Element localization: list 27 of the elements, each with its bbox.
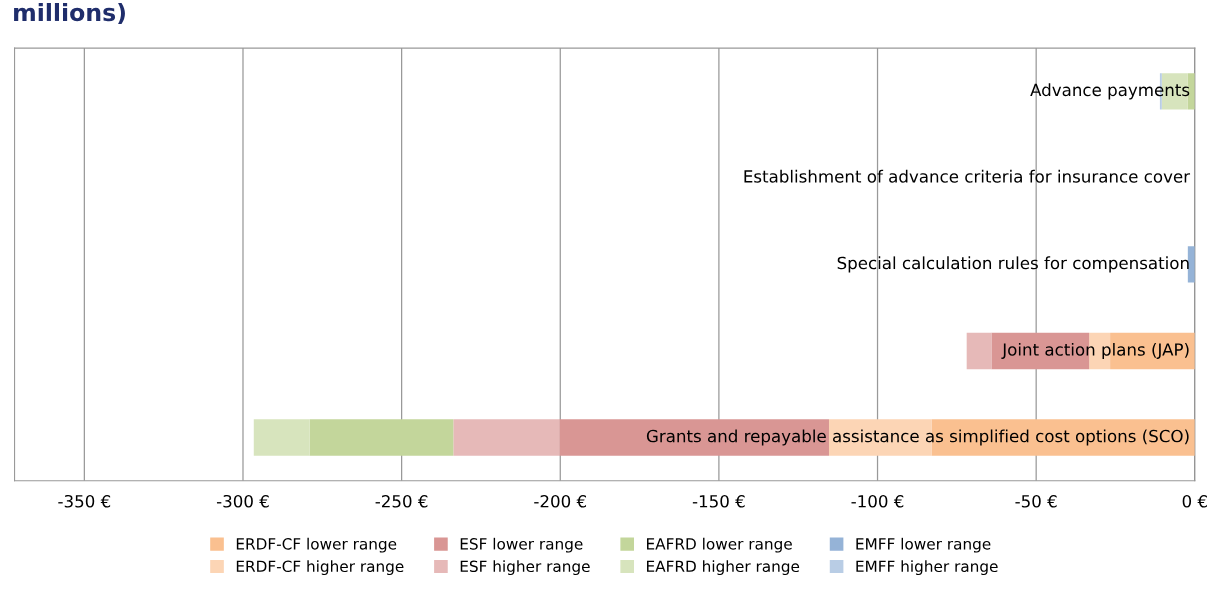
legend-label: EMFF lower range [856, 537, 991, 553]
legend-label: EMFF higher range [856, 560, 998, 576]
legend-label: ERDF-CF lower range [236, 537, 397, 553]
x-tick-label: -150 € [692, 494, 745, 508]
bar [309, 419, 454, 456]
bar [253, 419, 310, 456]
legend-label: EAFRD lower range [647, 537, 792, 553]
x-tick-label: -300 € [216, 494, 269, 508]
y-tick-label: Establishment of advance criteria for insurance cover [744, 169, 1191, 183]
x-tick-label: 0 € [1182, 494, 1207, 508]
legend-label: ESF higher range [460, 560, 590, 576]
x-tick-label: -250 € [375, 494, 428, 508]
y-tick-label: Special calculation rules for compensation [837, 256, 1189, 273]
y-tick-label: Grants and repayable assistance as simplified cost options (SCO) [646, 429, 1189, 446]
legend-label: ERDF-CF higher range [236, 560, 404, 576]
legend-label: EAFRD higher range [647, 560, 800, 576]
bar [559, 419, 829, 456]
x-tick-label: -200 € [534, 494, 587, 508]
x-tick-label: -50 € [1015, 494, 1057, 508]
bar [966, 332, 992, 370]
x-tick-label: -350 € [58, 494, 111, 508]
bar [453, 419, 560, 456]
legend-label: ESF lower range [460, 537, 583, 553]
y-tick-label: Advance payments [1030, 83, 1190, 100]
y-tick-label: Joint action plans (JAP) [1001, 342, 1189, 360]
chart-title: millions) [14, 3, 125, 25]
x-tick-label: -100 € [851, 494, 904, 508]
